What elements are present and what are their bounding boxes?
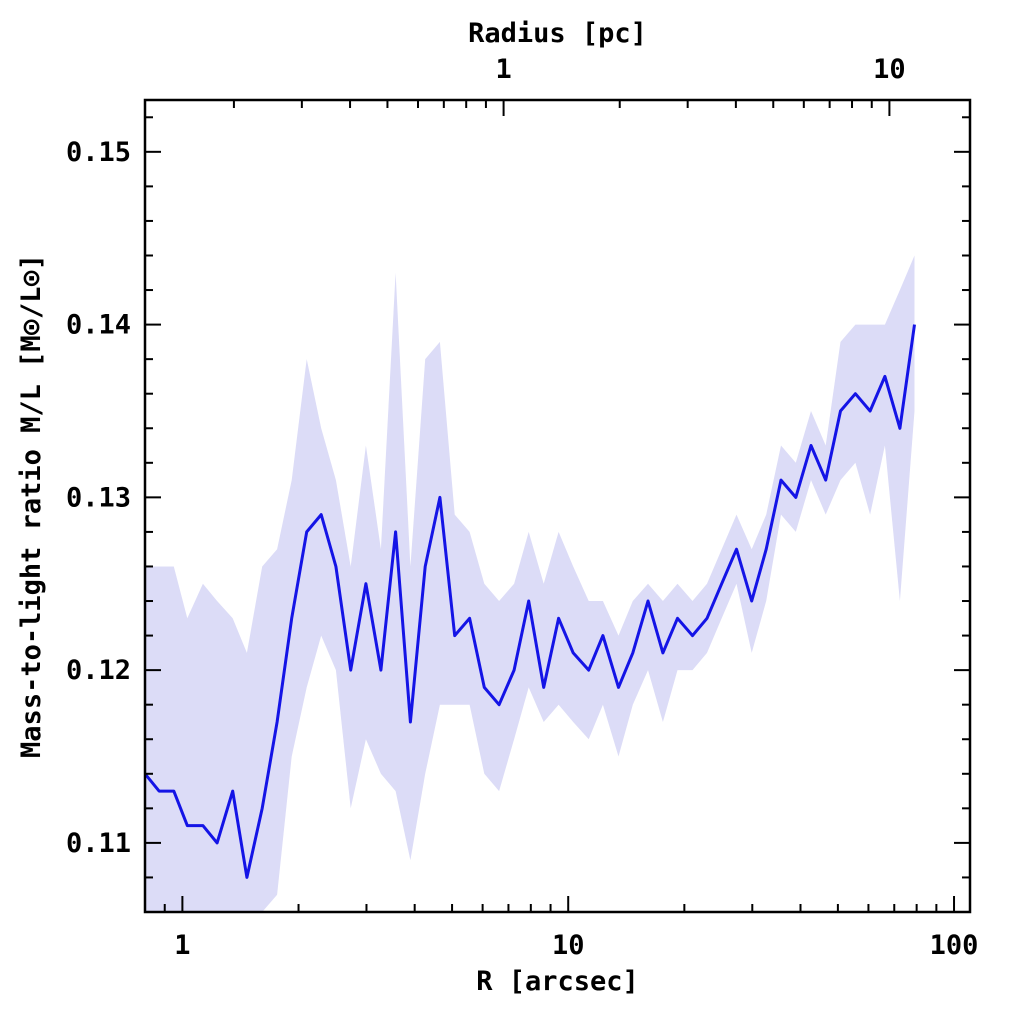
x-tick-label: 100: [930, 930, 979, 961]
y-tick-label: 0.13: [66, 482, 131, 513]
y-tick-label: 0.12: [66, 655, 131, 686]
x-tick-label: 10: [552, 930, 585, 961]
top-x-tick-label: 10: [873, 54, 906, 85]
tick-label-layer: 1 10 100 1 10 0.11 0.12 0.13 0.14 0.15: [66, 54, 978, 961]
x-axis-title: R [arcsec]: [476, 966, 639, 997]
y-tick-label: 0.15: [66, 137, 131, 168]
series-line-layer: [145, 324, 916, 879]
x-tick-label: 1: [174, 930, 190, 961]
tick-layer: [144, 100, 970, 913]
y-tick-label: 0.11: [66, 828, 131, 859]
plot-frame: [143, 98, 972, 914]
top-x-axis-title: Radius [pc]: [468, 18, 647, 49]
y-tick-label: 0.14: [66, 310, 131, 341]
y-axis-title: Mass-to-light ratio M/L [M⊙/L⊙]: [16, 254, 47, 758]
series-line: [145, 324, 916, 879]
error-band-layer: [145, 255, 915, 912]
error-band: [145, 255, 915, 912]
top-x-tick-label: 1: [495, 54, 511, 85]
